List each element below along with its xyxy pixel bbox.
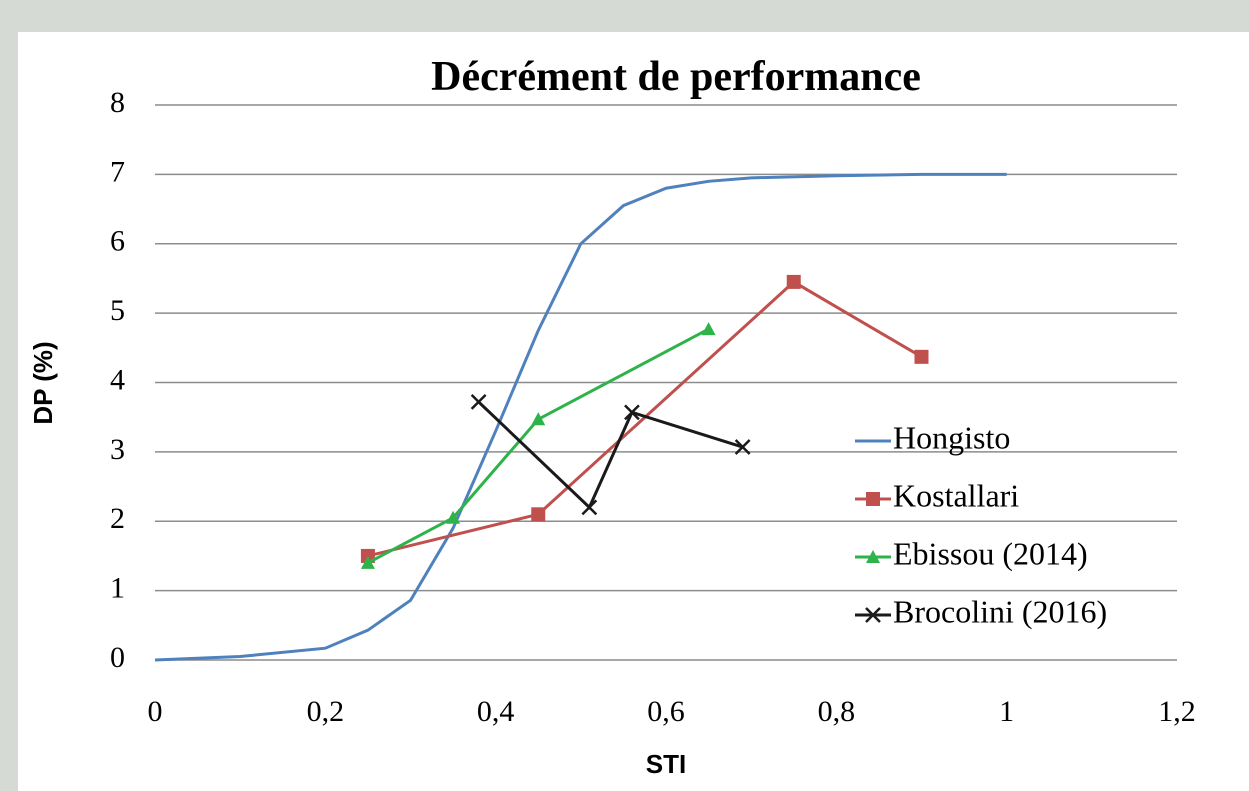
x-tick-label: 0,4	[477, 695, 515, 728]
x-tick-label: 0,2	[307, 695, 345, 728]
data-point	[446, 510, 461, 524]
y-tick-label: 7	[110, 155, 125, 188]
series-line	[367, 280, 923, 558]
data-point	[581, 499, 598, 516]
chart-title: Décrément de performance	[431, 54, 921, 100]
legend-label: Ebissou (2014)	[893, 535, 1088, 571]
legend-marker	[866, 492, 880, 506]
y-tick-label: 6	[110, 225, 125, 258]
y-tick-label: 5	[110, 294, 125, 327]
y-tick-label: 2	[110, 502, 125, 535]
legend-marker	[865, 607, 881, 623]
y-tick-label: 3	[110, 433, 125, 466]
legend-label: Kostallari	[893, 477, 1019, 513]
legend-label: Brocolini (2016)	[893, 593, 1107, 629]
data-point	[531, 507, 546, 522]
legend-label: Hongisto	[893, 419, 1010, 455]
data-point	[786, 274, 801, 289]
series-line	[477, 400, 744, 510]
data-point	[701, 322, 716, 336]
x-tick-label: 0,8	[818, 695, 856, 728]
y-axis-label: DP (%)	[28, 341, 58, 424]
y-tick-label: 8	[110, 86, 125, 119]
y-tick-label: 4	[110, 363, 125, 396]
x-tick-label: 0,6	[647, 695, 685, 728]
x-tick-label: 1,2	[1158, 695, 1196, 728]
data-point	[734, 439, 751, 455]
x-axis-label: STI	[646, 749, 686, 779]
data-point	[470, 394, 487, 410]
y-tick-label: 1	[110, 572, 125, 605]
data-point	[531, 412, 546, 426]
data-point	[624, 404, 640, 421]
series-line	[367, 327, 710, 565]
data-point	[360, 555, 375, 569]
y-tick-label: 0	[110, 641, 125, 674]
series-line	[154, 172, 1007, 662]
legend-marker	[866, 550, 880, 563]
x-tick-label: 1	[999, 695, 1014, 728]
x-tick-label: 0	[148, 695, 163, 728]
data-point	[914, 349, 929, 364]
